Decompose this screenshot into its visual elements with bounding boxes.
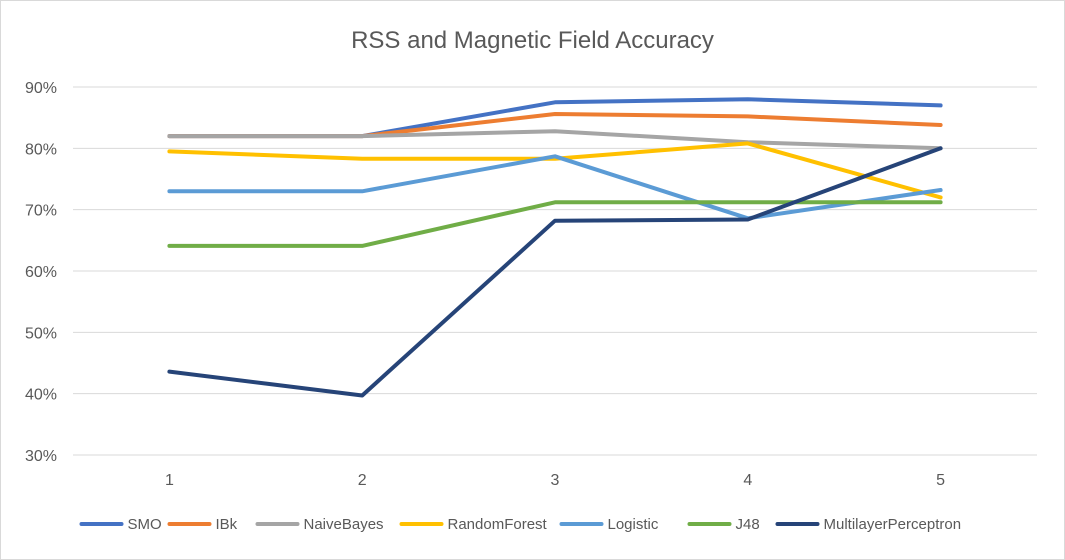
legend-label: NaiveBayes bbox=[304, 516, 384, 533]
x-tick-label: 3 bbox=[551, 472, 560, 489]
legend-item-multilayerperceptron: MultilayerPerceptron bbox=[775, 516, 962, 533]
legend-item-ibk: IBk bbox=[167, 516, 238, 533]
series-line-randomforest bbox=[167, 141, 943, 200]
x-tick-label: 1 bbox=[165, 472, 174, 489]
x-tick-label: 5 bbox=[936, 472, 945, 489]
legend-item-smo: SMO bbox=[79, 516, 162, 533]
legend-label: SMO bbox=[128, 516, 162, 533]
x-tick-label: 4 bbox=[743, 472, 752, 489]
legend-label: RandomForest bbox=[448, 516, 548, 533]
legend-item-j48: J48 bbox=[687, 516, 760, 533]
y-tick-label: 80% bbox=[25, 141, 57, 158]
y-tick-label: 50% bbox=[25, 325, 57, 342]
y-tick-label: 70% bbox=[25, 203, 57, 220]
series-line-naivebayes bbox=[167, 129, 943, 151]
series-line-logistic bbox=[167, 154, 943, 221]
y-tick-label: 40% bbox=[25, 387, 57, 404]
y-tick-label: 60% bbox=[25, 264, 57, 281]
legend-label: J48 bbox=[736, 516, 760, 533]
chart-title: RSS and Magnetic Field Accuracy bbox=[351, 27, 714, 54]
legend-label: MultilayerPerceptron bbox=[824, 516, 962, 533]
legend-label: IBk bbox=[216, 516, 238, 533]
legend-item-naivebayes: NaiveBayes bbox=[255, 516, 384, 533]
series-line-j48 bbox=[167, 200, 943, 248]
legend-item-logistic: Logistic bbox=[559, 516, 659, 533]
legend-item-randomforest: RandomForest bbox=[399, 516, 548, 533]
x-tick-label: 2 bbox=[358, 472, 367, 489]
series-line-multilayerperceptron bbox=[167, 146, 943, 398]
y-tick-label: 90% bbox=[25, 80, 57, 97]
legend-label: Logistic bbox=[608, 516, 659, 533]
y-tick-label: 30% bbox=[25, 448, 57, 465]
